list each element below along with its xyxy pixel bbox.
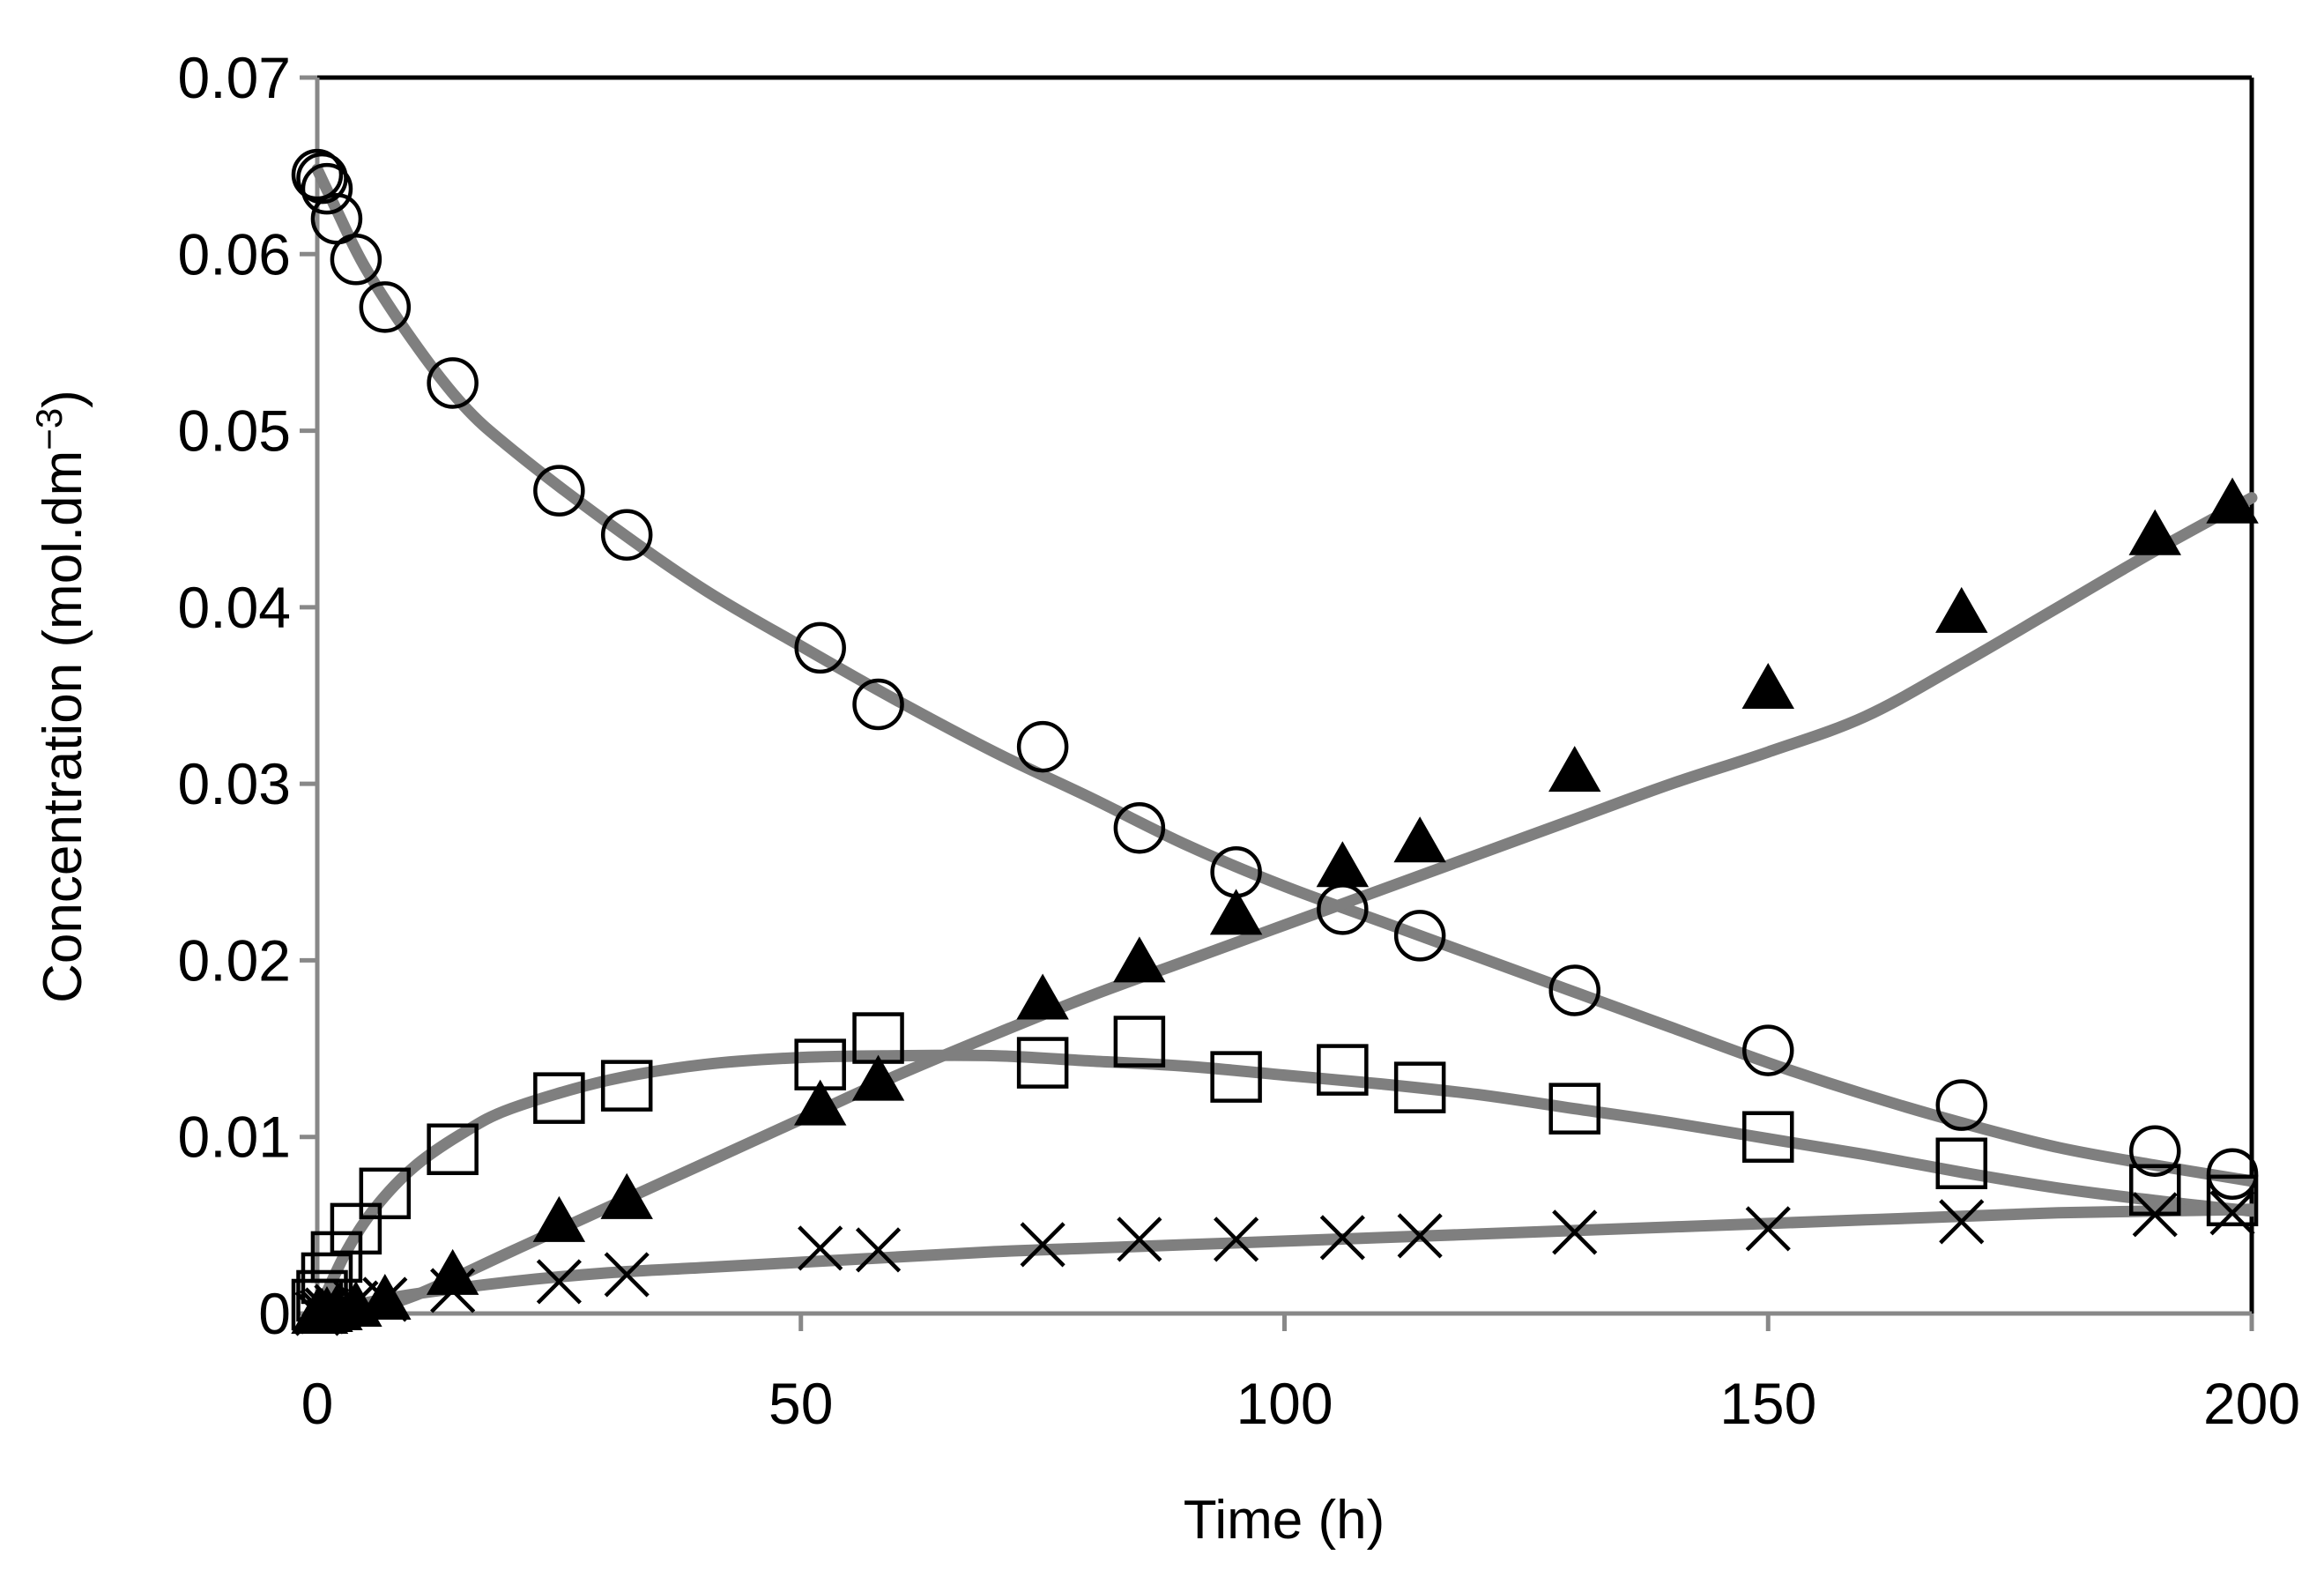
data-point-triangle [532, 1195, 586, 1242]
x-axis-title: Time (h) [1184, 1490, 1385, 1551]
data-point-circle [852, 678, 904, 731]
data-point-cross [536, 1259, 582, 1305]
data-point-triangle [2206, 477, 2259, 524]
y-axis-ticks: 0 0.01 0.02 0.03 0.04 0.05 0.06 0.07 [178, 45, 317, 1346]
data-point-circle [1016, 720, 1069, 773]
data-point-square [330, 1202, 382, 1255]
y-tick-label: 0.06 [178, 221, 291, 286]
y-axis-title: Concentration (mol.dm−3) [28, 390, 93, 1003]
fit-line-circles [311, 163, 2258, 1187]
data-point-square [1935, 1137, 1987, 1190]
data-point-cross [2209, 1190, 2255, 1236]
data-point-triangle [2128, 509, 2181, 555]
data-point-circle [2129, 1125, 2181, 1177]
fit-line-squares [311, 1049, 2258, 1320]
data-point-cross [855, 1227, 902, 1273]
y-tick-label: 0.02 [178, 927, 291, 993]
data-point-cross [604, 1252, 650, 1298]
data-point-cross [1117, 1217, 1162, 1262]
data-point-cross [430, 1268, 476, 1313]
data-point-triangle [1209, 889, 1263, 935]
y-tick-label: 0 [258, 1281, 291, 1346]
data-point-triangle [1113, 936, 1166, 983]
data-point-circle [291, 148, 344, 201]
data-point-circle [1935, 1079, 1987, 1131]
y-tick-label: 0.01 [178, 1105, 291, 1170]
data-point-triangle [426, 1248, 479, 1295]
data-point-square [1016, 1037, 1069, 1089]
y-tick-label: 0.04 [178, 575, 291, 640]
data-point-square [1113, 1016, 1166, 1068]
data-point-cross [362, 1276, 408, 1322]
data-point-square [1742, 1111, 1794, 1163]
data-point-circle [794, 621, 846, 674]
data-point-triangle [1016, 973, 1069, 1020]
data-point-triangle [1548, 746, 1601, 792]
data-point-cross [1319, 1215, 1365, 1261]
data-point-cross [1397, 1213, 1443, 1259]
data-point-cross [299, 1289, 345, 1335]
data-point-triangle [1935, 586, 1988, 633]
data-point-square [852, 1012, 904, 1064]
x-axis-ticks: 0 50 100 150 200 [301, 1313, 2300, 1436]
data-point-square [1393, 1061, 1446, 1113]
data-point-circle [1393, 910, 1446, 962]
data-point-triangle [600, 1172, 653, 1219]
data-point-square [427, 1123, 479, 1175]
x-tick-label: 150 [1719, 1371, 1816, 1436]
data-point-cross [314, 1284, 360, 1329]
data-point-triangle [1741, 662, 1794, 709]
y-axis-title-close: ) [33, 390, 93, 408]
fit-line-crosses [311, 1203, 2258, 1320]
x-tick-label: 100 [1236, 1371, 1333, 1436]
y-tick-label: 0.07 [178, 45, 291, 110]
data-point-square [794, 1038, 846, 1090]
data-point-triangle [1316, 841, 1370, 888]
data-point-triangle [793, 1079, 847, 1126]
data-point-triangle [1393, 816, 1446, 863]
data-point-cross [1020, 1222, 1065, 1268]
y-axis-title-superscript: −3 [28, 408, 70, 450]
data-point-cross [1745, 1206, 1791, 1252]
data-point-circle [427, 357, 479, 409]
data-point-triangle [851, 1054, 905, 1101]
data-point-circle [330, 234, 382, 286]
data-point-square [1548, 1083, 1600, 1135]
data-point-square [600, 1060, 653, 1112]
data-point-square [533, 1072, 585, 1124]
data-point-square [359, 1167, 412, 1220]
data-point-circle [1548, 964, 1600, 1016]
data-point-circle [359, 281, 412, 333]
data-point-square [1210, 1051, 1262, 1103]
data-point-cross [304, 1287, 350, 1333]
y-tick-label: 0.03 [178, 751, 291, 816]
data-point-cross [1214, 1217, 1259, 1262]
data-point-circle [1113, 801, 1166, 854]
data-point-cross [1939, 1199, 1985, 1245]
data-point-circle [2206, 1148, 2259, 1201]
data-point-circle [600, 509, 653, 561]
data-point-circle [1742, 1024, 1794, 1076]
data-point-cross [798, 1225, 843, 1271]
data-point-circle [533, 465, 585, 517]
y-axis-title-main: Concentration (mol.dm [33, 450, 93, 1003]
plot-frame [300, 75, 2254, 1316]
data-point-cross [1552, 1209, 1598, 1255]
x-tick-label: 0 [301, 1371, 334, 1436]
data-markers [291, 148, 2259, 1336]
x-tick-label: 200 [2203, 1371, 2300, 1436]
data-point-square [2206, 1174, 2259, 1227]
data-point-square [1317, 1044, 1369, 1096]
y-tick-label: 0.05 [178, 398, 291, 464]
data-point-cross [2132, 1192, 2178, 1238]
data-point-circle [301, 162, 353, 215]
x-tick-label: 50 [768, 1371, 833, 1436]
